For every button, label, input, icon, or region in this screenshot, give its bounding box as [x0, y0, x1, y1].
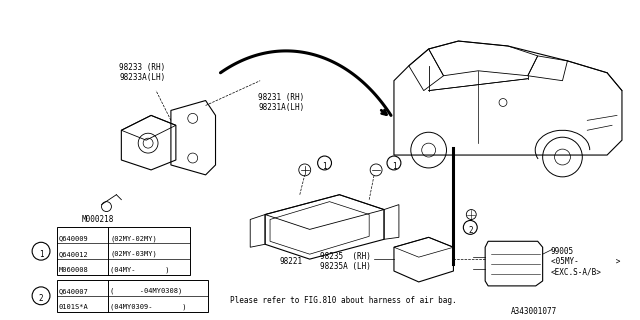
Text: M060008: M060008: [59, 267, 89, 273]
Text: 98233 (RH): 98233 (RH): [120, 63, 166, 72]
Text: Please refer to FIG.810 about harness of air bag.: Please refer to FIG.810 about harness of…: [230, 296, 457, 305]
Text: 2: 2: [39, 294, 44, 303]
Text: M000218: M000218: [82, 214, 114, 224]
Text: 98231 (RH): 98231 (RH): [258, 92, 305, 101]
Text: 98231A(LH): 98231A(LH): [258, 102, 305, 111]
Text: 1: 1: [392, 163, 396, 172]
Text: 1: 1: [39, 250, 44, 259]
Text: (02MY-03MY): (02MY-03MY): [111, 251, 157, 257]
Text: Q640009: Q640009: [59, 235, 89, 241]
Text: A343001077: A343001077: [511, 307, 557, 316]
Text: (04MY-       ): (04MY- ): [111, 267, 170, 273]
Text: (02MY-02MY): (02MY-02MY): [111, 235, 157, 242]
Text: <05MY-        >: <05MY- >: [550, 257, 620, 266]
Text: (      -04MY0308): ( -04MY0308): [111, 288, 182, 294]
Bar: [57, 228, 189, 275]
Text: 98221: 98221: [280, 257, 303, 266]
Text: 98233A(LH): 98233A(LH): [120, 73, 166, 82]
Text: 2: 2: [468, 226, 472, 236]
Text: Q640012: Q640012: [59, 251, 89, 257]
Text: 98235A (LH): 98235A (LH): [319, 262, 371, 271]
Text: (04MY0309-       ): (04MY0309- ): [111, 303, 187, 310]
Text: 0101S*A: 0101S*A: [59, 304, 89, 310]
Text: Q640007: Q640007: [59, 288, 89, 294]
Text: <EXC.S-A/B>: <EXC.S-A/B>: [550, 267, 602, 276]
Text: 1: 1: [323, 163, 327, 172]
Bar: [57, 280, 207, 312]
Text: 99005: 99005: [550, 247, 573, 256]
Text: 98235  (RH): 98235 (RH): [319, 252, 371, 261]
